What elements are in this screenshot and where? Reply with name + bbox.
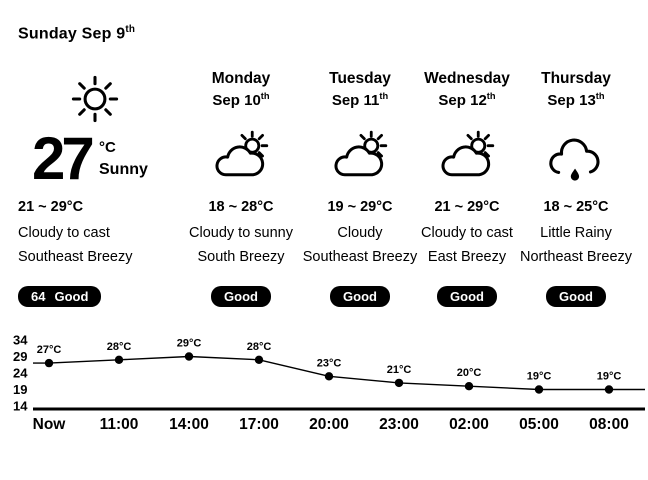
point-temp-label: 29°C <box>177 338 202 350</box>
day-label: Thursday <box>541 70 611 87</box>
temp-unit: °C <box>99 139 116 156</box>
badge-row: Good <box>511 286 641 307</box>
wind-condition: South Breezy <box>197 249 285 265</box>
sky-condition: Cloudy <box>337 225 383 241</box>
point-temp-label: 19°C <box>597 371 622 383</box>
sun-icon <box>68 72 122 126</box>
data-point <box>464 382 474 391</box>
sky-condition: Little Rainy <box>540 225 612 241</box>
data-point <box>184 352 194 361</box>
x-axis-tick: Now <box>33 416 67 433</box>
y-axis-tick: 19 <box>13 382 27 397</box>
forecast-column-tuesday: Tuesday Sep 11th 19 ~ 29°C Cloudy Southe… <box>295 0 425 330</box>
wind-condition: Northeast Breezy <box>519 249 633 265</box>
today-wind-condition: Southeast Breezy <box>18 249 133 265</box>
point-temp-label: 27°C <box>37 344 62 356</box>
point-temp-label: 28°C <box>107 341 132 353</box>
sky-condition: Cloudy to cast <box>421 225 513 241</box>
sky-condition: Cloudy to sunny <box>189 225 293 241</box>
x-axis-tick: 05:00 <box>519 416 559 433</box>
date-label: Sep 11th <box>331 91 389 109</box>
cloud-rain-icon <box>511 130 641 189</box>
page-title: Sunday Sep 9th <box>18 24 136 43</box>
y-axis-tick: 34 <box>13 333 28 348</box>
badge-row: Good <box>176 286 306 307</box>
day-label: Tuesday <box>329 70 391 87</box>
y-axis-tick: 24 <box>13 366 28 381</box>
current-temp-unit-block: °C Sunny <box>99 139 148 179</box>
data-point <box>44 358 54 368</box>
badge-row: Good <box>402 286 532 307</box>
x-axis-tick: 20:00 <box>309 416 349 433</box>
x-axis-tick: 02:00 <box>449 416 489 433</box>
date-label: Sep 13th <box>547 91 605 109</box>
data-point <box>324 372 334 381</box>
aqi-badge[interactable]: Good <box>437 286 497 307</box>
cloud-sun-icon <box>402 130 532 187</box>
point-temp-label: 21°C <box>387 364 412 376</box>
x-axis-tick: 17:00 <box>239 416 279 433</box>
x-axis-tick: 11:00 <box>100 416 139 433</box>
today-temp-range: 21 ~ 29°C <box>18 199 84 215</box>
x-axis-tick: 08:00 <box>589 416 629 433</box>
x-axis-tick: 14:00 <box>169 416 209 433</box>
point-temp-label: 28°C <box>247 341 272 353</box>
data-point <box>114 355 124 364</box>
aqi-badge[interactable]: Good <box>546 286 606 307</box>
today-sky-condition: Cloudy to cast <box>18 225 110 241</box>
y-axis-tick: 14 <box>13 399 28 414</box>
point-temp-label: 20°C <box>457 367 482 379</box>
temp-range: 18 ~ 28°C <box>208 199 274 215</box>
aqi-badge[interactable]: Good <box>330 286 390 307</box>
day-label: Wednesday <box>424 70 510 87</box>
temp-range: 18 ~ 25°C <box>543 199 609 215</box>
aqi-label: Good <box>54 289 89 304</box>
x-axis-tick: 23:00 <box>379 416 419 433</box>
data-point <box>394 378 404 388</box>
y-axis-tick: 29 <box>13 349 27 364</box>
temp-range: 19 ~ 29°C <box>327 199 393 215</box>
point-temp-label: 19°C <box>527 371 552 383</box>
temp-range: 21 ~ 29°C <box>434 199 500 215</box>
cloud-sun-icon <box>176 130 306 187</box>
title-date-suffix: th <box>125 24 136 35</box>
aqi-badge[interactable]: 64 Good <box>18 286 102 307</box>
aqi-badge[interactable]: Good <box>211 286 271 307</box>
badge-row: Good <box>295 286 425 307</box>
date-label: Sep 10th <box>212 91 270 109</box>
wind-condition: East Breezy <box>427 249 507 265</box>
data-point <box>604 385 614 394</box>
wind-condition: Southeast Breezy <box>302 249 418 265</box>
current-temperature: 27 <box>32 125 95 192</box>
day-label: Monday <box>211 70 271 87</box>
today-badge-row: 64 Good <box>18 286 174 307</box>
current-condition: Sunny <box>99 161 148 178</box>
forecast-column-thursday: Thursday Sep 13th 18 ~ 25°C Little Rainy… <box>511 0 641 330</box>
date-label: Sep 12th <box>438 91 496 109</box>
forecast-column-monday: Monday Sep 10th 18 ~ 28°C Cloudy to sunn… <box>176 0 306 330</box>
cloud-sun-icon <box>295 130 425 187</box>
forecast-column-wednesday: Wednesday Sep 12th 21 ~ 29°C Cloudy to c… <box>402 0 532 330</box>
today-column: 27 °C Sunny 21 ~ 29°C Cloudy to cast Sou… <box>18 0 174 330</box>
data-point <box>534 385 544 394</box>
point-temp-label: 23°C <box>317 357 342 369</box>
aqi-value: 64 <box>31 289 46 304</box>
data-point <box>254 355 264 364</box>
